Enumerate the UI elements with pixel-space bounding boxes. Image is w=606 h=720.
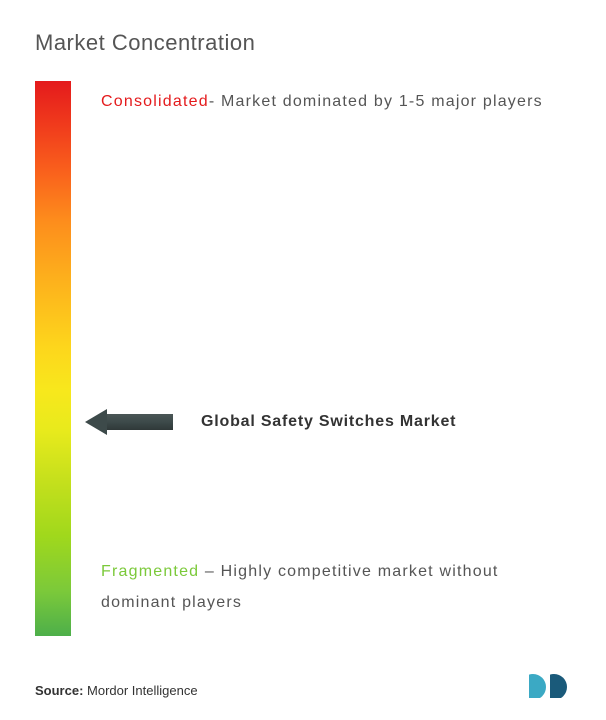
brand-logo-icon (529, 668, 571, 698)
consolidated-description: - Market dominated by 1-5 major players (209, 93, 543, 110)
source-citation: Source: Mordor Intelligence (35, 683, 198, 698)
arrow-left-icon (85, 409, 173, 435)
source-prefix: Source: (35, 683, 83, 698)
market-position-marker: Global Safety Switches Market (85, 409, 456, 435)
fragmented-label: Fragmented (101, 563, 199, 580)
annotation-area: Consolidated- Market dominated by 1-5 ma… (71, 81, 571, 636)
consolidated-label: Consolidated (101, 93, 209, 110)
concentration-gradient-bar (35, 81, 71, 636)
chart-area: Consolidated- Market dominated by 1-5 ma… (35, 81, 571, 636)
fragmented-annotation: Fragmented – Highly competitive market w… (101, 557, 571, 618)
page-title: Market Concentration (35, 30, 571, 56)
consolidated-annotation: Consolidated- Market dominated by 1-5 ma… (101, 87, 571, 117)
market-name-label: Global Safety Switches Market (201, 413, 456, 431)
source-name: Mordor Intelligence (83, 683, 197, 698)
footer: Source: Mordor Intelligence (35, 668, 571, 698)
